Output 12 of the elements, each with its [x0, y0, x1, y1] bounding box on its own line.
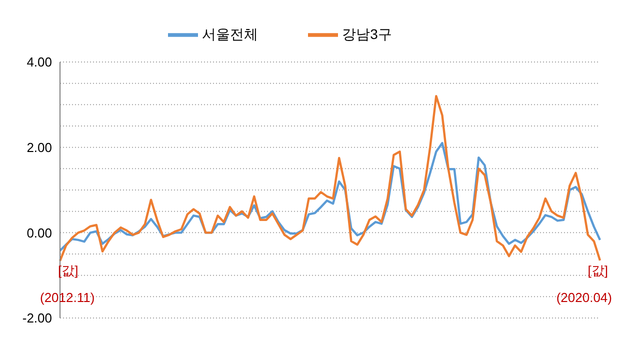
annotation: (2020.04) [556, 290, 612, 305]
line-series [58, 142, 602, 252]
y-tick-label: -2.00 [22, 310, 52, 326]
y-tick-label: 2.00 [26, 140, 52, 155]
legend-label: 강남3구 [342, 26, 392, 42]
annotation: [값] [588, 262, 608, 280]
line-series [58, 95, 602, 262]
legend-label: 서울전체 [202, 26, 258, 42]
y-tick-label: 4.00 [26, 54, 52, 70]
annotation: (2012.11) [40, 290, 95, 305]
annotation: [값] [58, 262, 78, 280]
y-tick-label: 0.00 [26, 225, 52, 240]
